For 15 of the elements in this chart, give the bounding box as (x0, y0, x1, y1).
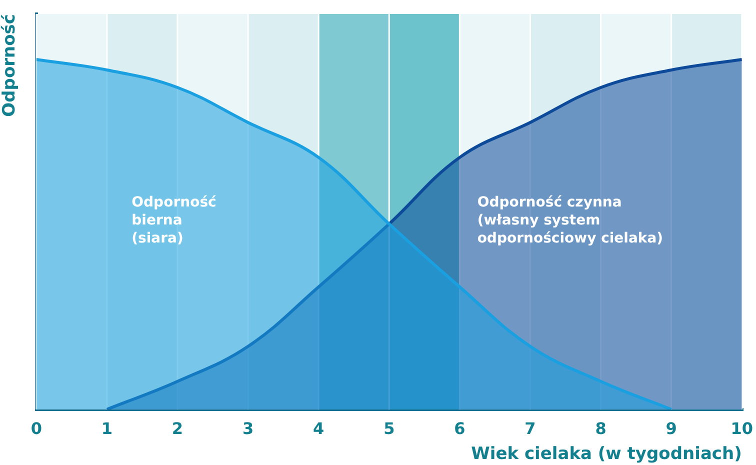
x-tick-label: 3 (242, 419, 254, 438)
x-tick-label: 6 (454, 419, 466, 438)
series-label: Odporność czynna (własny system odpornościowy cielaka) (477, 194, 664, 247)
x-tick-label: 10 (730, 419, 753, 438)
x-tick-label: 5 (384, 419, 395, 438)
x-tick-label: 8 (595, 419, 606, 438)
series-label: Odporność bierna (siara) (132, 194, 216, 247)
x-tick-label: 2 (172, 419, 184, 438)
y-axis-title: Odporność (0, 14, 20, 117)
x-tick-label: 1 (101, 419, 113, 438)
x-tick-label: 0 (30, 419, 42, 438)
x-tick-label: 4 (313, 419, 324, 438)
x-tick-label: 9 (666, 419, 677, 438)
x-tick-label: 7 (524, 419, 536, 438)
x-axis-title: Wiek cielaka (w tygodniach) (471, 444, 742, 464)
